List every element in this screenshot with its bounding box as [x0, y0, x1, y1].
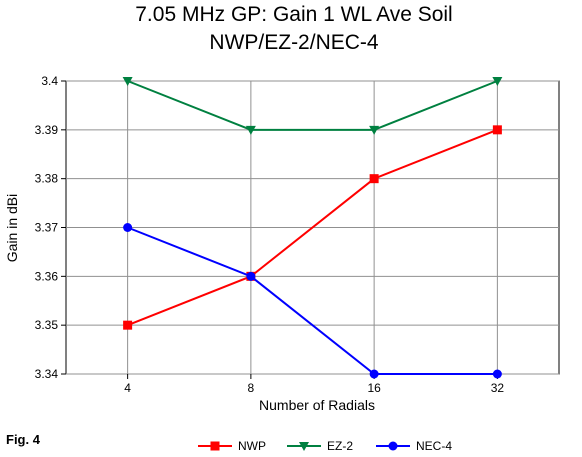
series-ez-2-line [127, 80, 498, 131]
legend-item-nec-4: NEC-4 [376, 439, 452, 453]
y-tick-label: 3.37 [35, 221, 59, 235]
series-nec-4-point [246, 271, 256, 281]
legend: NWP EZ-2 NEC-4 [198, 439, 452, 453]
figure-label: Fig. 4 [6, 432, 41, 447]
series-nwp-point [369, 174, 379, 184]
series-nec-4-line [127, 226, 498, 375]
legend-swatch-marker [299, 442, 309, 451]
y-tick-label: 3.34 [35, 367, 59, 381]
y-tick-label: 3.36 [35, 269, 59, 283]
legend-swatch-marker [210, 441, 220, 451]
legend-label: NEC-4 [416, 439, 452, 453]
legend-swatch-marker [388, 441, 398, 451]
legend-label: EZ-2 [327, 439, 353, 453]
chart-subtitle: NWP/EZ-2/NEC-4 [209, 31, 379, 54]
y-tick-label: 3.39 [35, 123, 59, 137]
series-nwp-point [492, 125, 502, 135]
series-nec-4-point [123, 223, 133, 232]
x-axis-ticks: 4 8 16 32 [124, 374, 504, 395]
series-ez-2-point [122, 77, 133, 86]
y-tick-label: 3.38 [35, 172, 59, 186]
chart-title: 7.05 MHz GP: Gain 1 WL Ave Soil [135, 3, 452, 26]
series-nwp-point [123, 320, 133, 330]
series-nec-4-point [369, 369, 379, 379]
x-tick-label: 4 [124, 381, 131, 395]
series-ez-2 [122, 77, 503, 135]
x-tick-label: 16 [367, 381, 381, 395]
y-axis-label: Gain in dBi [4, 194, 20, 262]
y-axis-ticks: 3.34 3.35 3.36 3.37 3.38 3.39 3.4 [35, 74, 66, 381]
y-tick-label: 3.35 [35, 318, 59, 332]
legend-item-nwp: NWP [198, 439, 266, 453]
series-nwp-line [127, 128, 498, 327]
series-layer [122, 77, 503, 379]
legend-item-ez-2: EZ-2 [287, 439, 353, 453]
x-axis-label: Number of Radials [259, 397, 375, 413]
y-tick-label: 3.4 [41, 74, 58, 88]
x-tick-label: 32 [491, 381, 505, 395]
series-ez-2-point [369, 125, 380, 135]
legend-label: NWP [238, 439, 266, 453]
series-ez-2-point [492, 77, 503, 86]
x-tick-label: 8 [248, 381, 255, 395]
series-ez-2-point [245, 125, 256, 135]
series-nec-4-point [492, 369, 502, 379]
series-nec-4 [123, 223, 502, 379]
